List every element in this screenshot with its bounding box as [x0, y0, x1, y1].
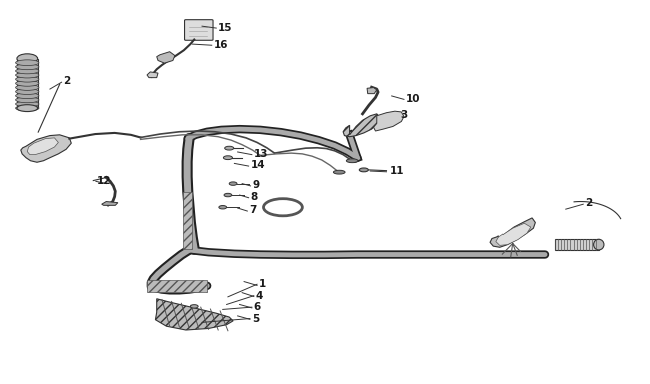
- Ellipse shape: [16, 81, 39, 86]
- Ellipse shape: [224, 156, 233, 160]
- Text: 11: 11: [390, 166, 404, 176]
- Ellipse shape: [224, 193, 232, 197]
- Polygon shape: [101, 202, 118, 205]
- Ellipse shape: [219, 205, 227, 209]
- Text: 12: 12: [98, 175, 112, 185]
- Ellipse shape: [16, 60, 39, 66]
- Polygon shape: [27, 138, 58, 155]
- Polygon shape: [17, 59, 38, 108]
- Ellipse shape: [16, 68, 39, 74]
- Ellipse shape: [16, 76, 39, 82]
- Text: 2: 2: [585, 199, 592, 209]
- Ellipse shape: [16, 93, 39, 99]
- Text: 15: 15: [218, 23, 233, 33]
- Ellipse shape: [229, 182, 237, 185]
- Polygon shape: [367, 88, 377, 94]
- Text: 6: 6: [254, 302, 261, 312]
- Ellipse shape: [16, 97, 39, 103]
- Text: 13: 13: [254, 149, 268, 159]
- Text: 1: 1: [259, 279, 266, 289]
- Polygon shape: [147, 72, 158, 78]
- Ellipse shape: [16, 101, 39, 107]
- Polygon shape: [374, 111, 404, 131]
- Ellipse shape: [346, 159, 358, 163]
- Text: 16: 16: [214, 40, 228, 50]
- Text: 7: 7: [249, 205, 257, 215]
- Text: 4: 4: [255, 291, 263, 301]
- Polygon shape: [496, 223, 531, 245]
- Text: 8: 8: [250, 192, 258, 202]
- Ellipse shape: [16, 64, 39, 70]
- Ellipse shape: [359, 168, 369, 172]
- Ellipse shape: [16, 84, 39, 90]
- Text: 5: 5: [252, 314, 259, 324]
- Text: 3: 3: [400, 110, 408, 120]
- FancyBboxPatch shape: [185, 20, 213, 40]
- Ellipse shape: [333, 170, 345, 174]
- Ellipse shape: [16, 105, 39, 111]
- Text: 2: 2: [63, 76, 70, 86]
- Text: 14: 14: [250, 160, 265, 170]
- Text: 9: 9: [252, 180, 259, 190]
- Polygon shape: [490, 218, 536, 247]
- Polygon shape: [21, 135, 72, 162]
- Ellipse shape: [16, 89, 39, 94]
- Polygon shape: [157, 52, 175, 63]
- Polygon shape: [554, 239, 599, 250]
- Ellipse shape: [17, 54, 38, 63]
- Ellipse shape: [16, 72, 39, 78]
- Polygon shape: [343, 114, 380, 137]
- Polygon shape: [155, 299, 233, 330]
- Ellipse shape: [17, 105, 38, 112]
- Ellipse shape: [190, 305, 198, 308]
- Ellipse shape: [593, 239, 604, 250]
- Text: 10: 10: [406, 94, 421, 104]
- Polygon shape: [183, 192, 192, 249]
- Ellipse shape: [225, 146, 234, 150]
- Polygon shape: [147, 280, 207, 292]
